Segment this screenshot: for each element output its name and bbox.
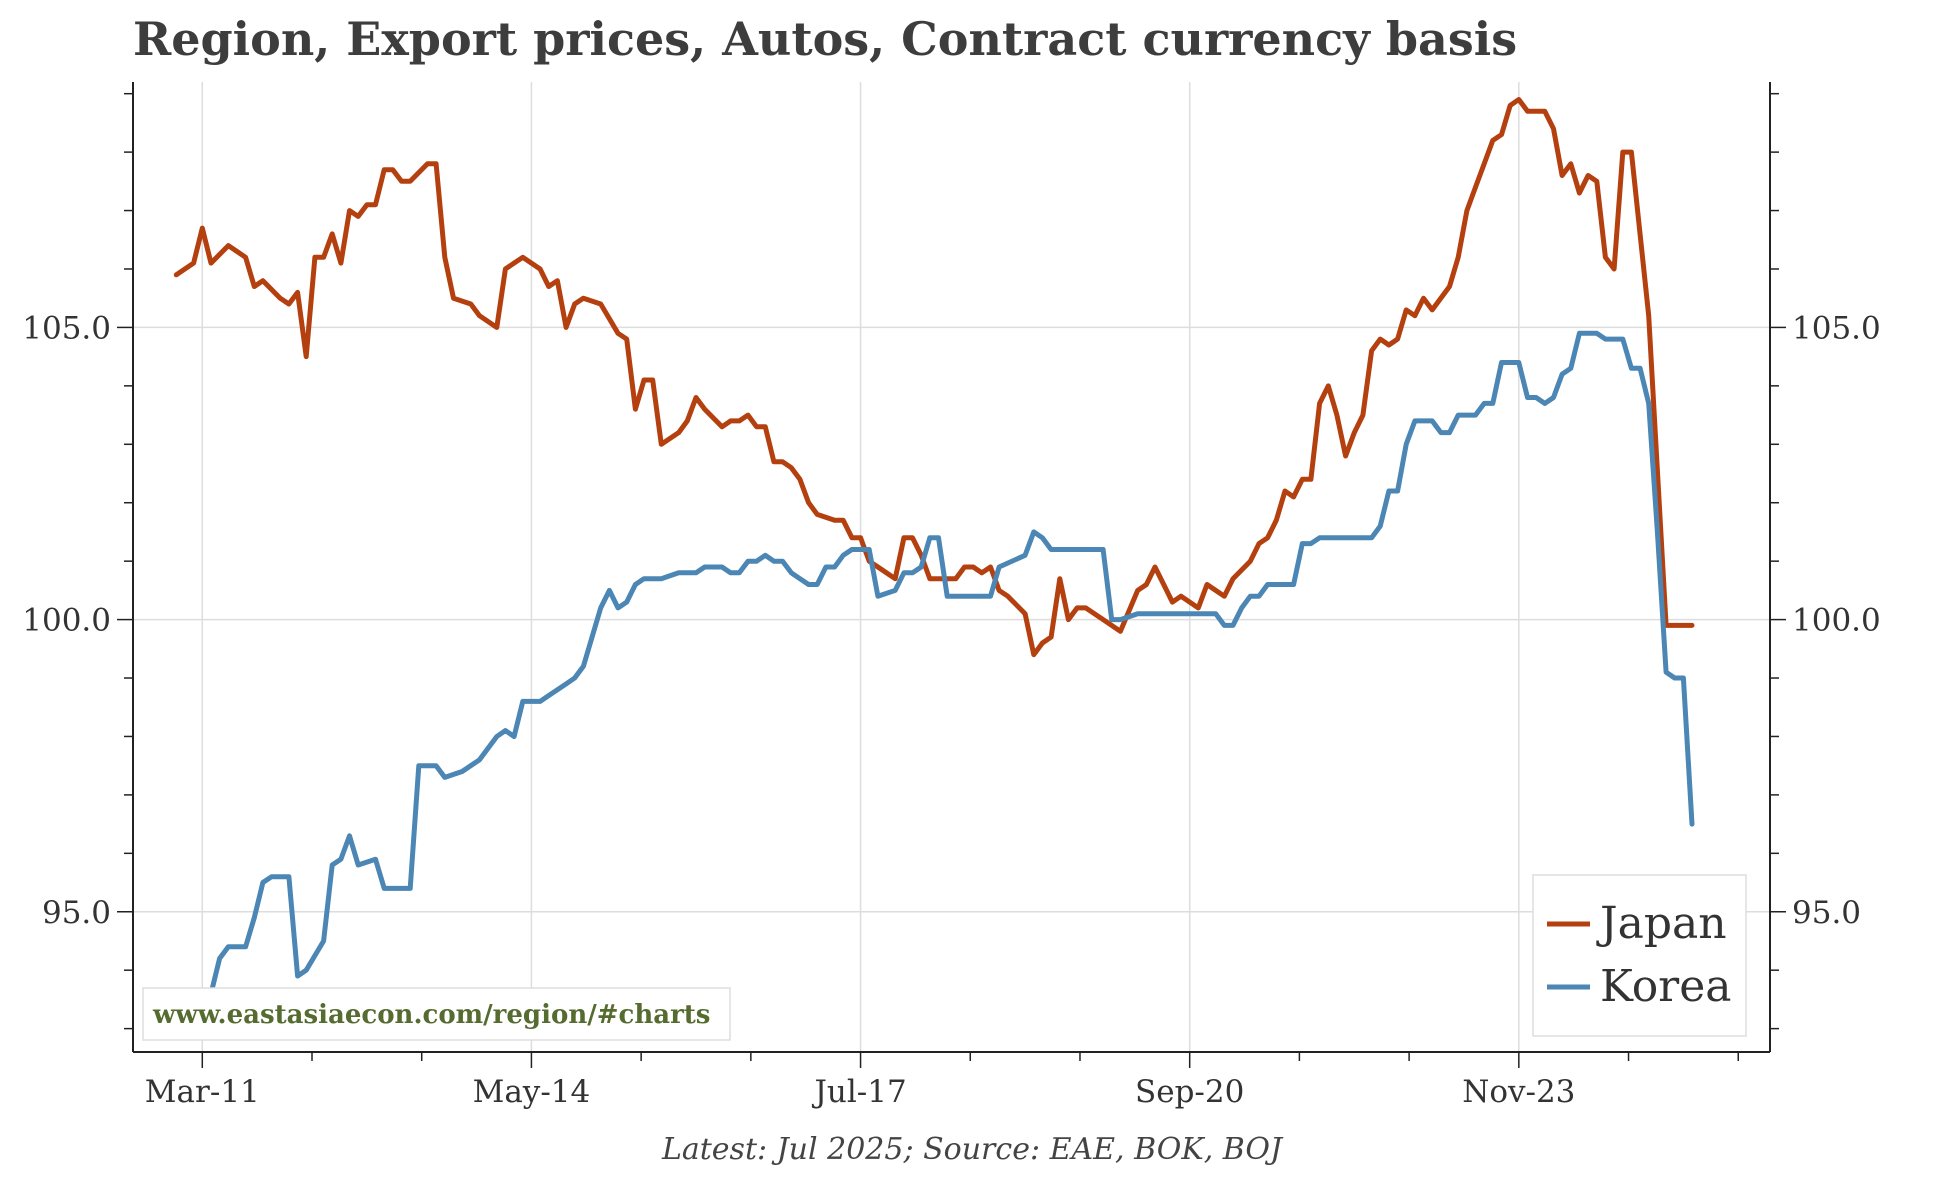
- legend-label-japan: Japan: [1596, 898, 1727, 949]
- gridlines: [133, 82, 1770, 1052]
- x-tick-label: Nov-23: [1462, 1074, 1575, 1110]
- x-tick-label: May-14: [473, 1074, 591, 1110]
- legend: Japan Korea: [1532, 874, 1747, 1037]
- watermark[interactable]: www.eastasiaecon.com/region/#charts: [142, 987, 731, 1041]
- series-line-korea: [173, 330, 1695, 1032]
- y-tick-label-right: 100.0: [1792, 603, 1881, 639]
- y-tick-label-left: 100.0: [22, 603, 111, 639]
- axes: [132, 82, 1771, 1053]
- x-axis-ticks: Mar-11 May-14 Jul-17 Sep-20 Nov-23: [145, 1052, 1739, 1110]
- watermark-box: [142, 987, 731, 1041]
- y-tick-label-left: 105.0: [22, 310, 111, 346]
- series-lines: [173, 97, 1695, 1032]
- y-tick-label-right: 105.0: [1792, 310, 1881, 346]
- x-tick-label: Sep-20: [1135, 1074, 1244, 1110]
- legend-label-korea: Korea: [1600, 961, 1731, 1012]
- watermark-link: www.eastasiaecon.com/region/#charts: [152, 1000, 710, 1030]
- series-line-japan: [173, 97, 1695, 658]
- source-footer: Latest: Jul 2025; Source: EAE, BOK, BOJ: [661, 1132, 1283, 1167]
- y-tick-label-left: 95.0: [42, 895, 111, 931]
- y-tick-label-right: 95.0: [1792, 895, 1861, 931]
- legend-box: [1532, 874, 1747, 1037]
- y-axis-ticks: 95.0 95.0 100.0 100.0 105.0 105.0: [22, 92, 1881, 1030]
- x-tick-label: Jul-17: [811, 1074, 906, 1110]
- x-tick-label: Mar-11: [145, 1074, 260, 1110]
- chart-title: Region, Export prices, Autos, Contract c…: [133, 12, 1518, 66]
